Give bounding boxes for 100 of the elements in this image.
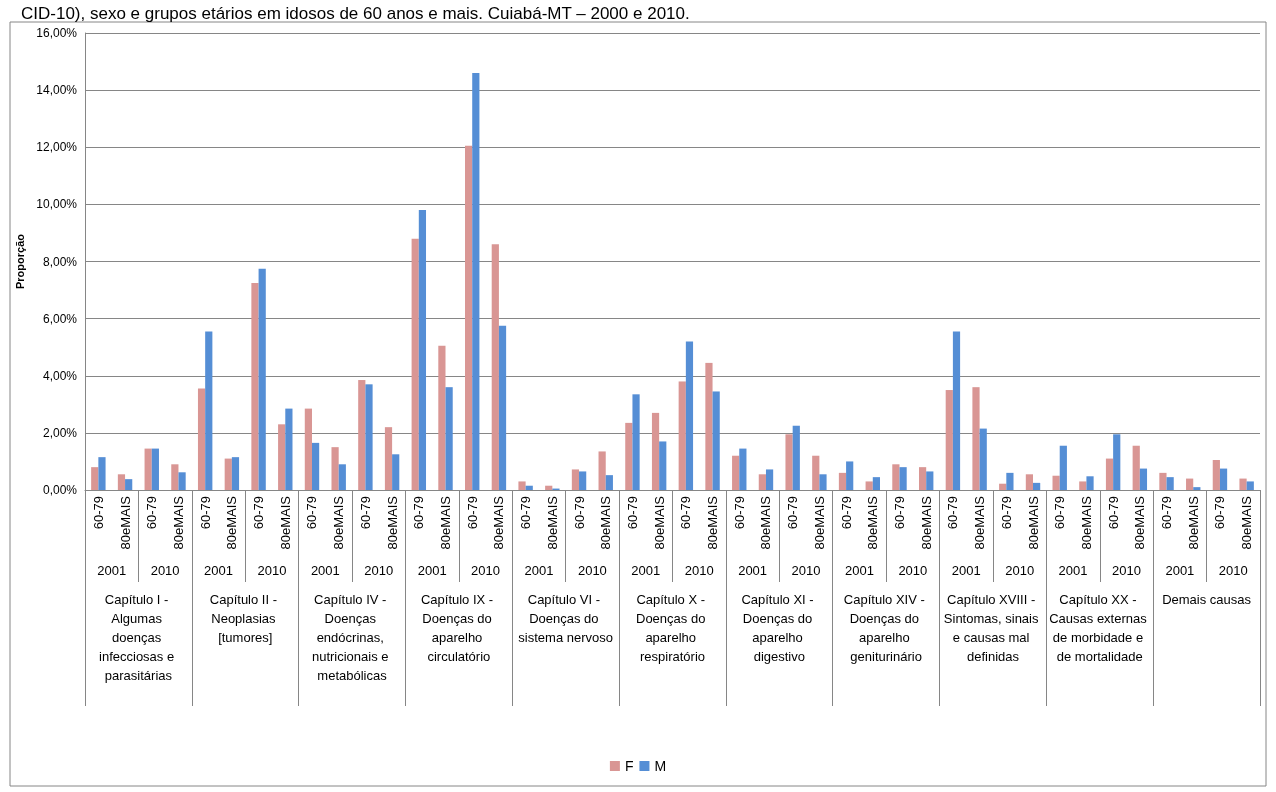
text: 2010 bbox=[364, 563, 394, 578]
bar bbox=[384, 427, 393, 490]
bar bbox=[151, 448, 159, 490]
x-tick-label: 80eMAIS bbox=[598, 495, 614, 550]
text: 2001 bbox=[631, 563, 661, 578]
text: Capítulo II - Neoplasias [tumores] bbox=[209, 592, 281, 645]
y-tick-label: 2,00% bbox=[42, 425, 78, 440]
x-tick-label: 60-79 bbox=[1105, 496, 1121, 530]
bar bbox=[1219, 468, 1228, 490]
bar bbox=[952, 331, 961, 490]
bar bbox=[812, 455, 820, 490]
text: 2010 bbox=[791, 563, 821, 578]
bar bbox=[1132, 445, 1140, 490]
x-tick-label: 80eMAIS bbox=[651, 495, 667, 550]
bar bbox=[651, 412, 660, 490]
bar bbox=[1086, 476, 1094, 490]
bar bbox=[411, 238, 419, 490]
bar bbox=[1025, 474, 1034, 490]
text: 2001 bbox=[97, 563, 127, 578]
bar bbox=[732, 455, 740, 490]
y-axis-title: Proporção bbox=[13, 233, 26, 290]
bar bbox=[311, 442, 320, 490]
bar bbox=[251, 282, 259, 490]
x-tick-label: 80eMAIS bbox=[1132, 495, 1148, 550]
y-tick-label: 12,00% bbox=[36, 140, 78, 155]
bar bbox=[1006, 472, 1014, 490]
text: 2001 bbox=[1165, 563, 1195, 578]
bar bbox=[258, 268, 266, 490]
x-tick-label: 80eMAIS bbox=[491, 495, 507, 550]
text: 2010 bbox=[577, 563, 607, 578]
x-tick-label: 80eMAIS bbox=[544, 495, 560, 550]
text: Demais causas bbox=[1162, 592, 1252, 607]
text: 2010 bbox=[257, 563, 287, 578]
bar bbox=[1193, 487, 1201, 490]
bar bbox=[945, 390, 953, 490]
bar bbox=[525, 485, 533, 490]
bar bbox=[117, 474, 126, 490]
bar bbox=[819, 474, 827, 490]
bar bbox=[659, 441, 667, 490]
x-tick-label: 80eMAIS bbox=[1185, 495, 1201, 550]
text: 2001 bbox=[204, 563, 233, 578]
text: 2001 bbox=[951, 563, 981, 578]
bar bbox=[838, 472, 847, 490]
x-tick-label: 60-79 bbox=[1212, 496, 1228, 530]
text: Capítulo XX - Causas externas de morbidade e de mortalidade bbox=[1049, 592, 1151, 664]
text: Capítulo IX - Doenças do aparelho circulatório bbox=[420, 592, 497, 664]
text: Capítulo IV - Doenças endócrinas, nutricionais e metabólicas bbox=[311, 592, 393, 683]
bar bbox=[765, 469, 774, 490]
bar bbox=[144, 448, 152, 490]
bar bbox=[758, 474, 766, 490]
bar bbox=[605, 475, 613, 490]
bar bbox=[231, 457, 240, 490]
text: 2010 bbox=[471, 563, 501, 578]
x-tick-label: 80eMAIS bbox=[758, 495, 774, 550]
bar bbox=[365, 384, 373, 490]
x-tick-label: 60-79 bbox=[518, 496, 534, 530]
bar bbox=[224, 458, 232, 490]
text: 2001 bbox=[844, 563, 874, 578]
text: 2001 bbox=[1058, 563, 1088, 578]
text: 2010 bbox=[150, 563, 180, 578]
x-tick-label: 80eMAIS bbox=[972, 495, 988, 550]
bar bbox=[972, 387, 980, 490]
bar bbox=[491, 244, 499, 490]
bar bbox=[278, 424, 286, 490]
y-tick-label: 0,00% bbox=[42, 483, 78, 497]
bar bbox=[846, 461, 854, 490]
x-tick-label: 60-79 bbox=[891, 496, 907, 530]
bar bbox=[899, 467, 907, 490]
x-tick-label: 60-79 bbox=[998, 496, 1014, 530]
legend-label: F bbox=[624, 758, 634, 774]
bar bbox=[1139, 468, 1148, 490]
bar bbox=[1105, 458, 1114, 490]
bar bbox=[739, 448, 747, 490]
bar bbox=[358, 380, 366, 490]
y-tick-label: 10,00% bbox=[36, 197, 78, 212]
x-tick-label: 80eMAIS bbox=[170, 495, 186, 550]
x-tick-label: 80eMAIS bbox=[277, 495, 293, 550]
bar bbox=[579, 471, 587, 490]
bar bbox=[712, 391, 720, 490]
x-tick-label: 60-79 bbox=[571, 496, 587, 530]
text: 2010 bbox=[1218, 563, 1248, 578]
x-tick-label: 80eMAIS bbox=[1025, 495, 1041, 550]
x-tick-label: 80eMAIS bbox=[705, 495, 721, 550]
bar bbox=[705, 362, 713, 490]
bar bbox=[865, 481, 873, 490]
text: 2010 bbox=[1005, 563, 1035, 578]
bar bbox=[465, 145, 473, 490]
bar bbox=[918, 467, 927, 490]
x-tick-label: 60-79 bbox=[785, 496, 801, 530]
y-tick-label: 6,00% bbox=[42, 311, 78, 326]
bar bbox=[979, 428, 987, 490]
text: 2001 bbox=[310, 563, 340, 578]
bar bbox=[1166, 477, 1174, 490]
bar bbox=[792, 425, 800, 490]
y-tick-label: 8,00% bbox=[42, 254, 78, 269]
x-tick-label: 80eMAIS bbox=[331, 495, 347, 550]
bar bbox=[678, 381, 686, 490]
text: 2001 bbox=[738, 563, 768, 578]
bar bbox=[625, 422, 633, 490]
x-tick-label: 60-79 bbox=[251, 496, 267, 530]
